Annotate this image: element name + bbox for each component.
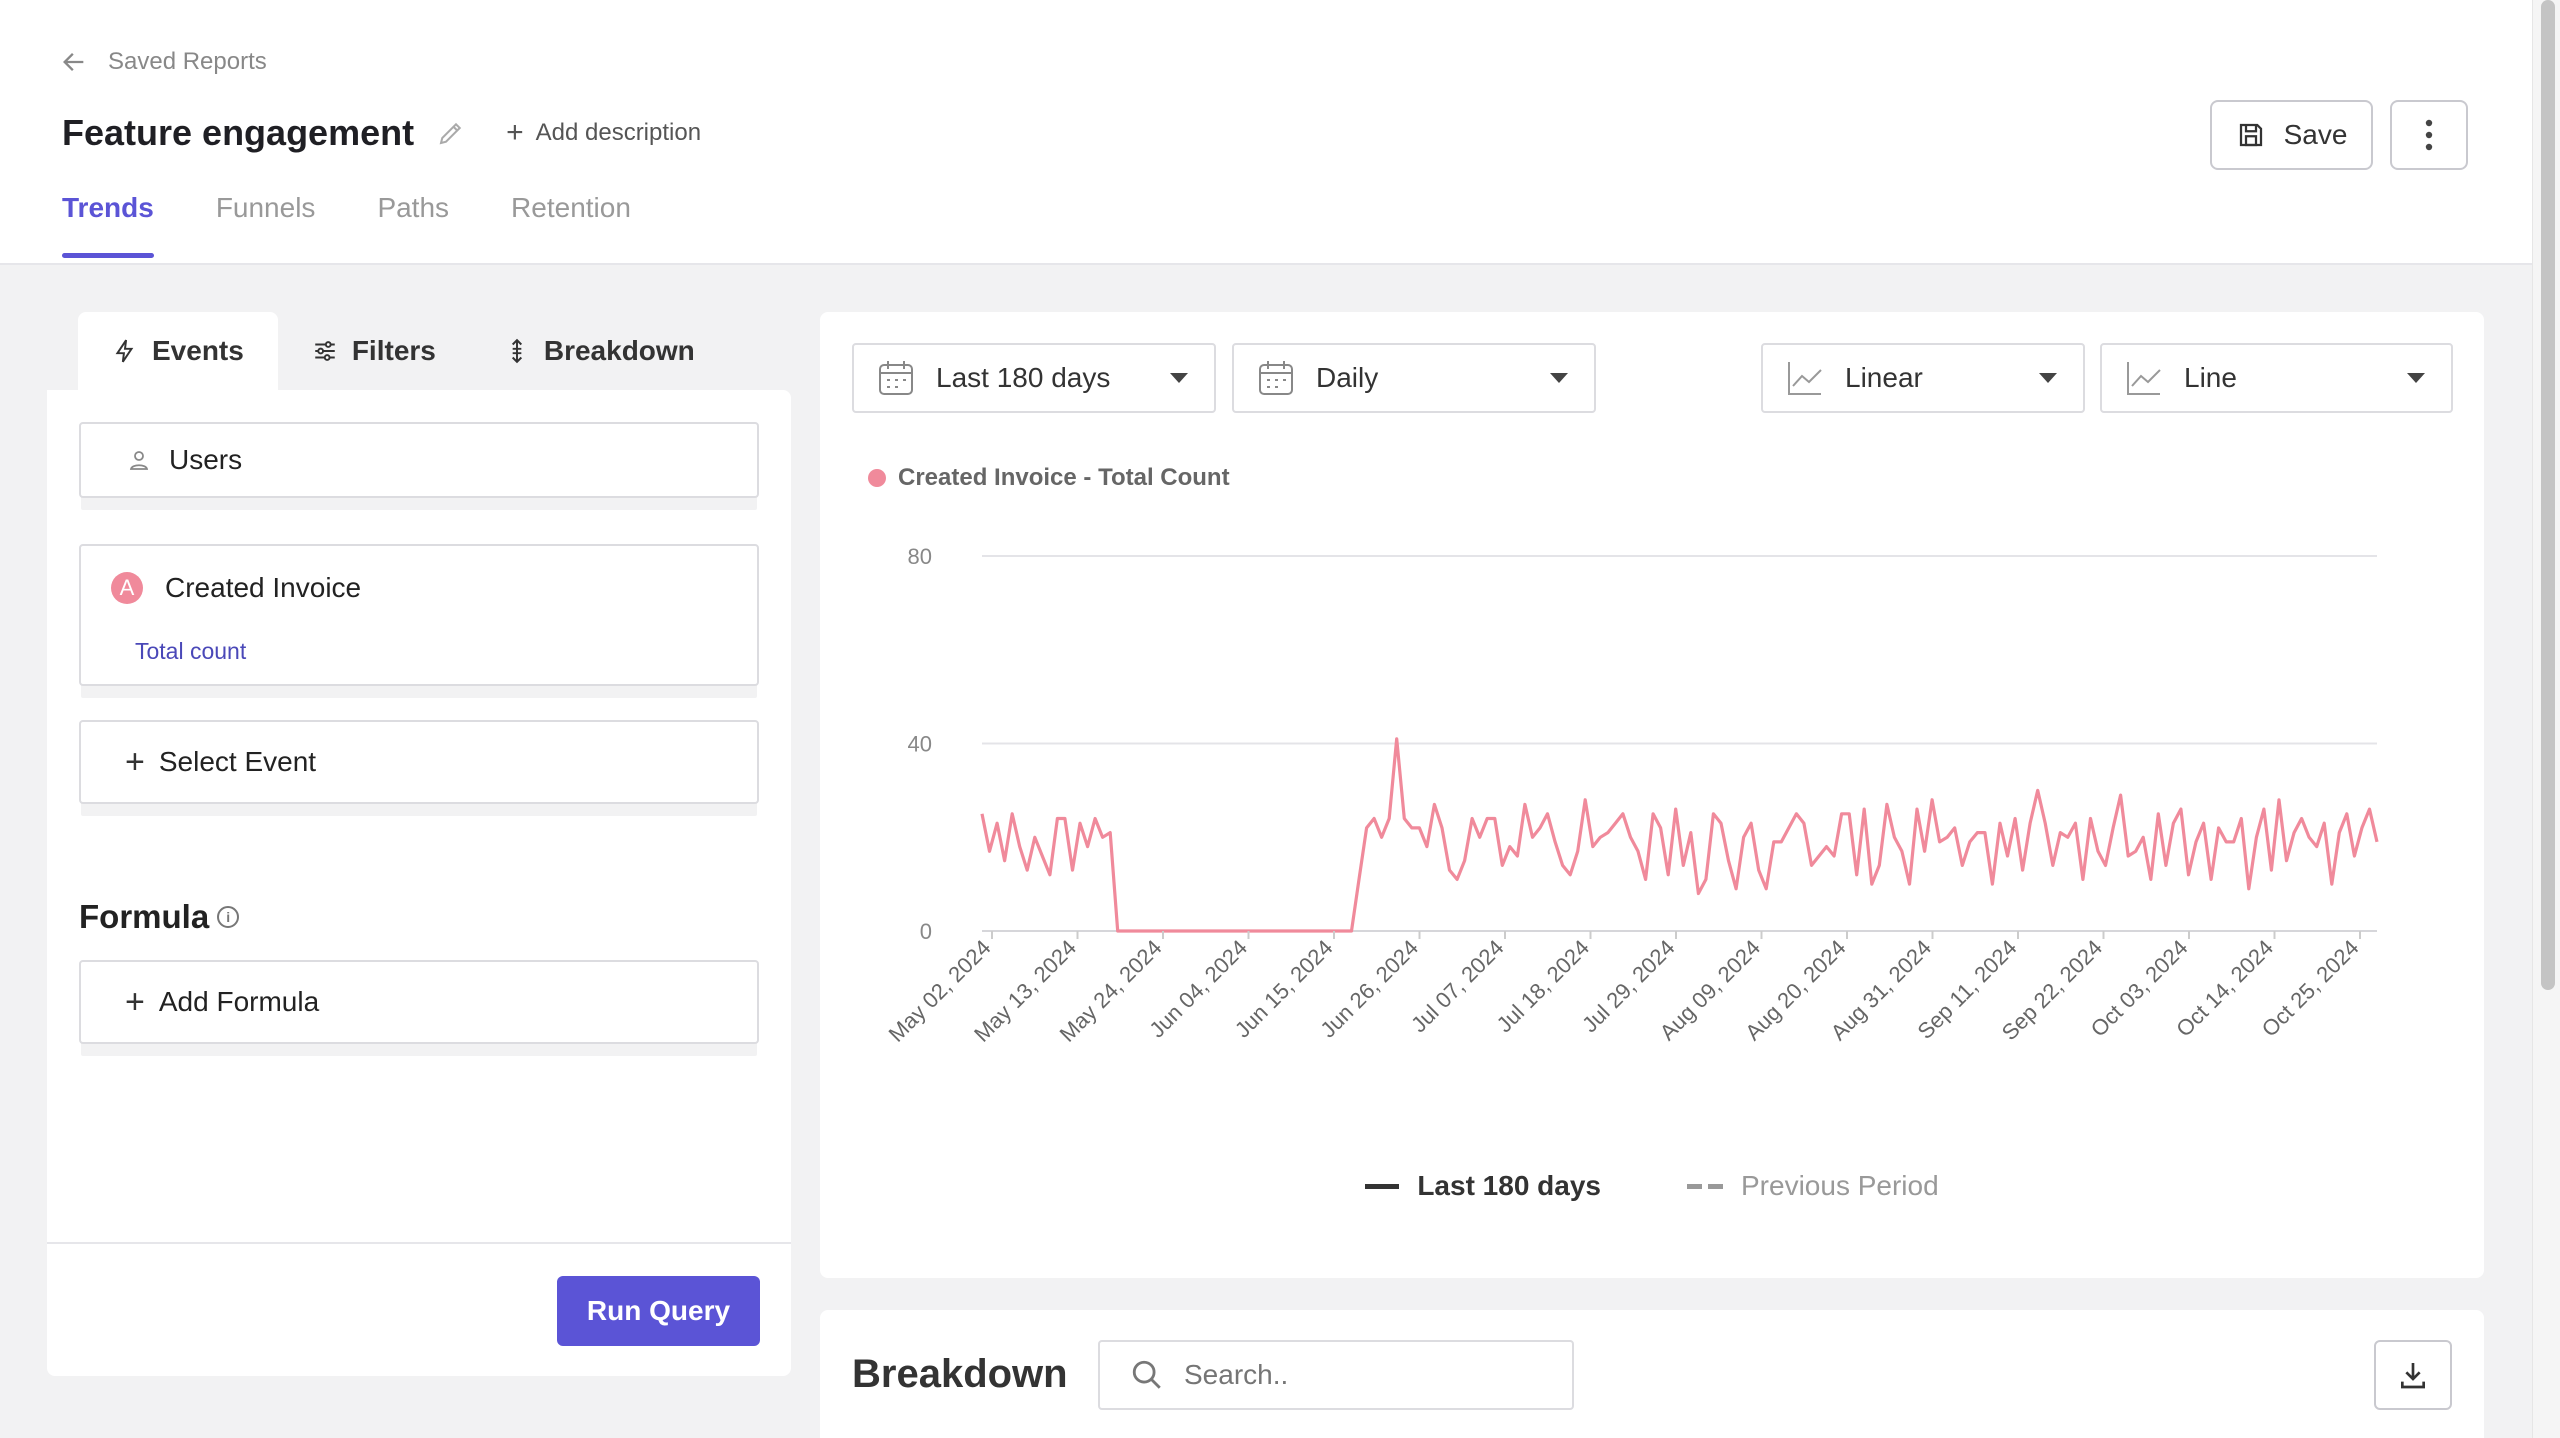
- event-metric-link[interactable]: Total count: [135, 638, 247, 664]
- series-color-dot: [868, 469, 886, 487]
- legend-current-period[interactable]: Last 180 days: [1365, 1170, 1601, 1202]
- series-legend[interactable]: Created Invoice - Total Count: [868, 464, 1230, 492]
- event-card[interactable]: A Created Invoice Total count: [79, 544, 759, 686]
- formula-heading: Formula i: [79, 898, 240, 936]
- tab-breakdown[interactable]: Breakdown: [470, 312, 729, 390]
- info-icon[interactable]: i: [217, 906, 240, 928]
- download-button[interactable]: [2374, 1340, 2452, 1410]
- more-options-button[interactable]: [2390, 100, 2468, 170]
- tab-events[interactable]: Events: [78, 312, 278, 390]
- top-bar: Saved Reports Feature engagement + Add d…: [0, 0, 2532, 265]
- date-range-value: Last 180 days: [936, 362, 1111, 393]
- query-builder-panel: Users A Created Invoice Total count + Se…: [47, 390, 791, 1376]
- query-builder-tabs: Events Filters Breakdown: [78, 312, 729, 390]
- arrow-left-icon: [63, 53, 84, 71]
- bolt-icon: [115, 339, 134, 363]
- users-label: Users: [169, 444, 243, 475]
- page-scrollbar-thumb[interactable]: [2541, 0, 2555, 990]
- tab-events-label: Events: [152, 335, 244, 366]
- chart-type-dropdown[interactable]: Line: [2100, 343, 2453, 413]
- formula-title: Formula: [79, 898, 210, 935]
- floppy-disk-icon: [2239, 123, 2262, 147]
- breakdown-search[interactable]: [1098, 1340, 1574, 1410]
- search-icon: [1132, 1360, 1161, 1389]
- add-formula-label: Add Formula: [158, 986, 320, 1017]
- kebab-menu-icon: [2425, 119, 2433, 151]
- caret-down-icon: [2039, 373, 2057, 383]
- back-link[interactable]: Saved Reports: [60, 48, 267, 76]
- y-tick-label: 80: [908, 544, 932, 569]
- line-chart-icon: [2127, 362, 2161, 395]
- add-formula-button[interactable]: + Add Formula: [79, 960, 759, 1044]
- y-tick-label: 40: [908, 732, 932, 757]
- download-icon: [2401, 1363, 2425, 1389]
- caret-down-icon: [2407, 373, 2425, 383]
- interval-value: Daily: [1316, 362, 1379, 393]
- add-description-button[interactable]: + Add description: [506, 118, 701, 148]
- plus-icon: +: [125, 743, 145, 781]
- scale-dropdown[interactable]: Linear: [1761, 343, 2085, 413]
- breakdown-search-input[interactable]: [1184, 1359, 1544, 1391]
- interval-dropdown[interactable]: Daily: [1232, 343, 1596, 413]
- legend-previous-period[interactable]: Previous Period: [1687, 1170, 1939, 1202]
- user-icon: [129, 451, 149, 470]
- plus-icon: +: [125, 983, 145, 1021]
- date-range-dropdown[interactable]: Last 180 days: [852, 343, 1216, 413]
- event-name: Created Invoice: [165, 572, 362, 603]
- solid-line-swatch: [1365, 1183, 1400, 1189]
- event-letter-badge: A: [111, 572, 143, 604]
- line-chart-icon: [1788, 362, 1822, 395]
- scale-value: Linear: [1845, 362, 1923, 393]
- tab-breakdown-label: Breakdown: [543, 335, 695, 366]
- tab-filters[interactable]: Filters: [278, 312, 470, 390]
- calendar-icon: [879, 361, 913, 395]
- add-description-label: Add description: [535, 119, 702, 146]
- tab-retention[interactable]: Retention: [511, 192, 631, 223]
- tab-paths[interactable]: Paths: [377, 192, 450, 223]
- dashed-line-swatch: [1687, 1183, 1723, 1189]
- legend-previous-label: Previous Period: [1741, 1170, 1939, 1201]
- run-query-button[interactable]: Run Query: [557, 1276, 760, 1346]
- divider: [47, 1242, 791, 1244]
- users-selector[interactable]: Users: [79, 422, 759, 498]
- breakdown-panel: Breakdown: [820, 1310, 2484, 1438]
- tab-trends[interactable]: Trends: [62, 192, 154, 258]
- sort-icon: [511, 338, 522, 364]
- save-button-label: Save: [2283, 119, 2348, 150]
- page-title: Feature engagement: [62, 112, 415, 153]
- select-event-label: Select Event: [158, 746, 317, 777]
- report-tabs: Trends Funnels Paths Retention: [62, 192, 631, 258]
- pencil-icon[interactable]: [436, 118, 466, 148]
- period-legend: Last 180 days Previous Period: [820, 1170, 2484, 1202]
- save-button[interactable]: Save: [2210, 100, 2373, 170]
- tab-filters-label: Filters: [351, 335, 436, 366]
- chart-type-value: Line: [2184, 362, 2237, 393]
- legend-current-label: Last 180 days: [1417, 1170, 1601, 1201]
- y-tick-label: 0: [920, 919, 932, 944]
- select-event-button[interactable]: + Select Event: [79, 720, 759, 804]
- plus-icon: +: [506, 116, 524, 149]
- calendar-icon: [1259, 361, 1293, 395]
- back-link-label: Saved Reports: [108, 48, 267, 75]
- series-legend-label: Created Invoice - Total Count: [898, 464, 1230, 491]
- caret-down-icon: [1170, 373, 1188, 383]
- series-line: [980, 737, 2379, 933]
- breakdown-title: Breakdown: [852, 1352, 1068, 1396]
- sliders-icon: [315, 341, 335, 361]
- caret-down-icon: [1550, 373, 1568, 383]
- tab-funnels[interactable]: Funnels: [215, 192, 316, 223]
- chart-panel: Last 180 days Daily Linear Line Created …: [820, 312, 2484, 1278]
